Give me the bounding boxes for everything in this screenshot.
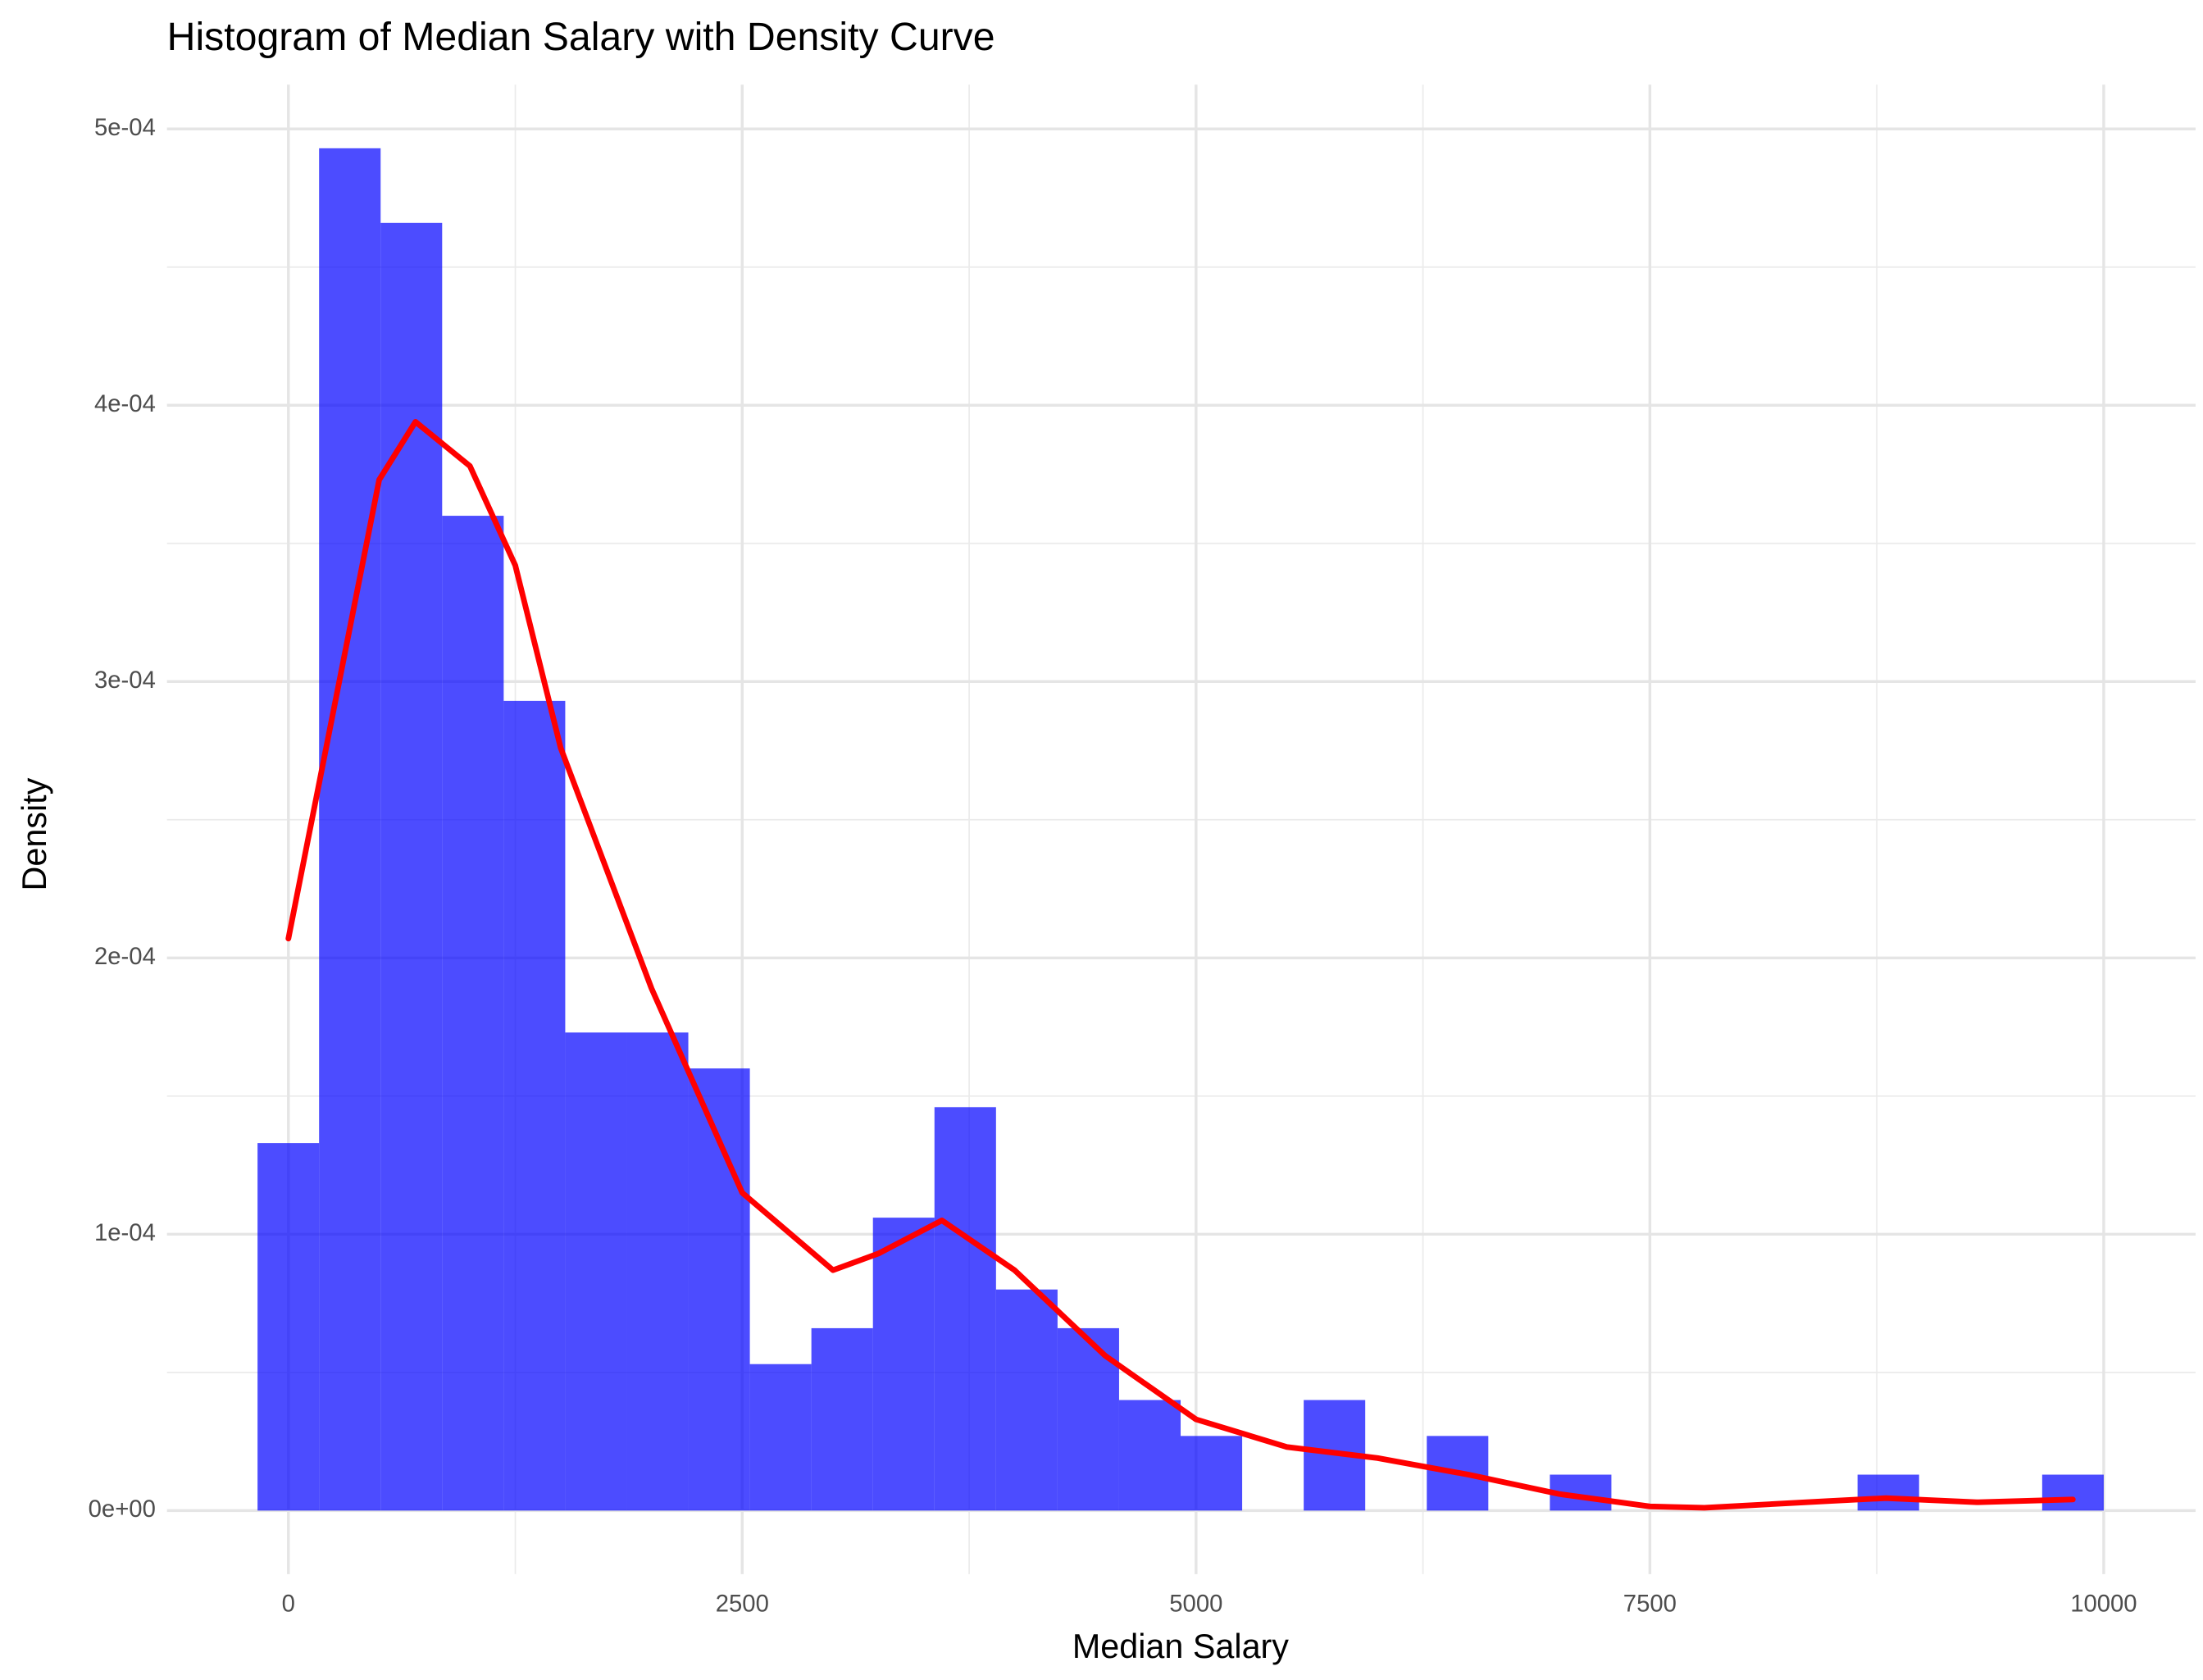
bar	[319, 148, 381, 1511]
bar	[1857, 1474, 1919, 1511]
bar	[2041, 1474, 2104, 1511]
bar	[872, 1218, 935, 1511]
bar	[811, 1327, 873, 1511]
y-tick-label: 2e-04	[94, 944, 156, 970]
bar	[565, 1032, 627, 1511]
y-tick-label: 0e+00	[89, 1496, 156, 1523]
bar	[503, 700, 566, 1511]
bar	[442, 516, 504, 1511]
bar	[934, 1107, 996, 1511]
bar	[380, 222, 443, 1511]
x-tick-label: 10000	[2070, 1591, 2137, 1617]
y-tick-label: 3e-04	[94, 667, 156, 694]
x-tick-label: 2500	[716, 1591, 769, 1617]
bar	[995, 1289, 1058, 1511]
bar	[749, 1364, 812, 1511]
y-tick-label: 1e-04	[94, 1220, 156, 1246]
chart-title: Histogram of Median Salary with Density …	[167, 15, 995, 59]
bar	[626, 1032, 689, 1511]
bar	[1118, 1400, 1181, 1511]
y-axis-label: Density	[16, 777, 53, 890]
x-tick-label: 7500	[1623, 1591, 1677, 1617]
bar	[1181, 1436, 1243, 1511]
bar	[257, 1143, 320, 1511]
x-axis-label: Median Salary	[1072, 1628, 1289, 1665]
y-tick-label: 4e-04	[94, 391, 156, 417]
y-tick-label: 5e-04	[94, 115, 156, 141]
x-tick-label: 5000	[1169, 1591, 1222, 1617]
x-tick-label: 0	[282, 1591, 295, 1617]
density-curve	[285, 419, 2076, 1511]
bar	[1057, 1327, 1119, 1511]
